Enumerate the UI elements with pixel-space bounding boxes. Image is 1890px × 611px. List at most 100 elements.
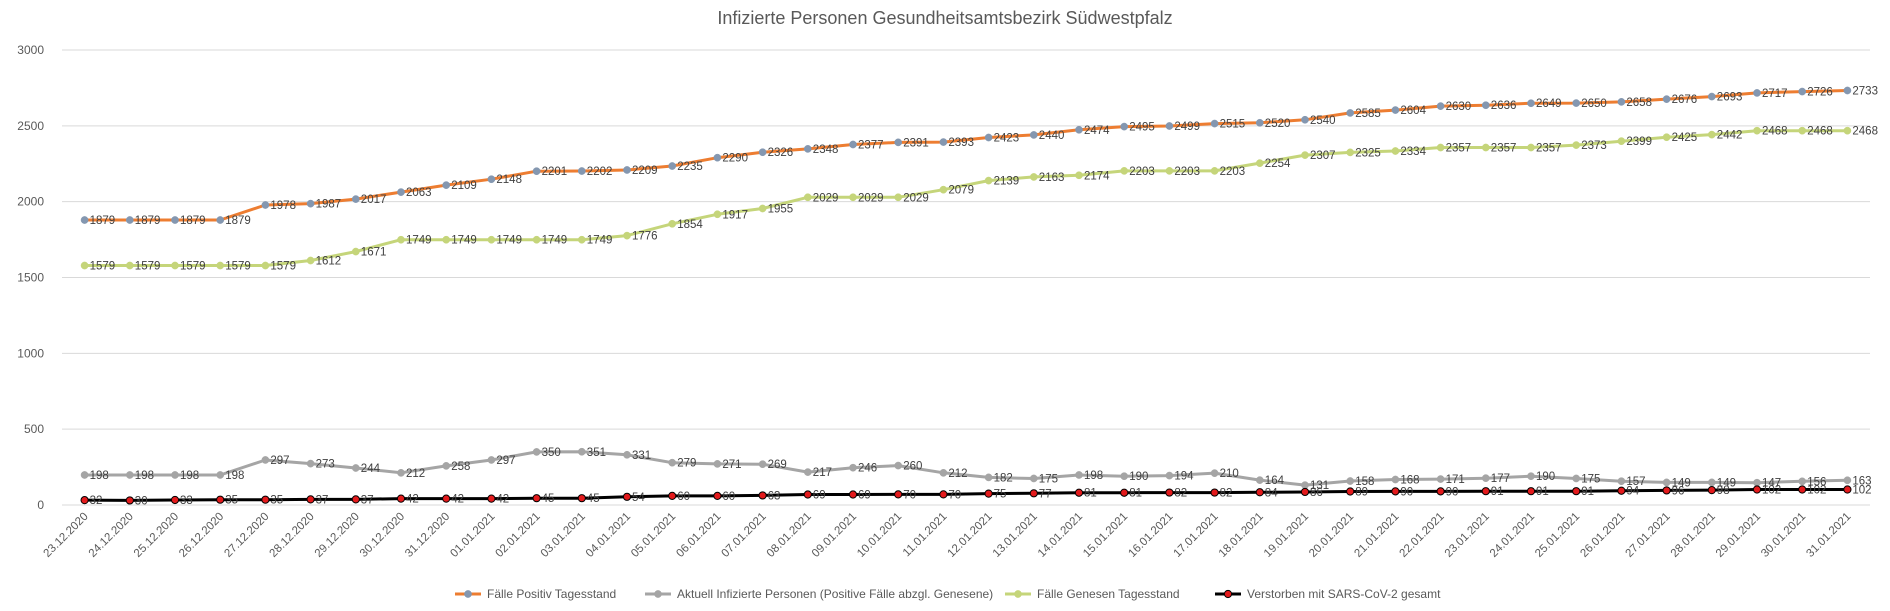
data-label: 82 (1174, 488, 1187, 500)
data-point (306, 199, 315, 208)
x-tick-label: 27.01.2021 (1624, 511, 1673, 560)
data-point (1436, 487, 1445, 496)
data-label: 63 (768, 490, 781, 502)
data-point (1572, 141, 1581, 149)
data-point (1662, 486, 1671, 495)
data-labels: 1879 1879 1879 1879 1978 1987 2017 2063 2109 2148… (90, 85, 1878, 507)
data-label: 96 (1672, 485, 1685, 497)
data-point (984, 176, 993, 185)
x-tick-label: 05.01.2021 (629, 511, 678, 560)
data-label: 81 (1129, 488, 1142, 500)
data-label: 2423 (994, 133, 1020, 145)
data-point (532, 167, 541, 176)
data-point (487, 175, 496, 184)
data-label: 1879 (225, 215, 251, 227)
data-point (577, 167, 586, 175)
data-point (216, 216, 225, 224)
y-axis-ticks: 0 500 1000 1500 2000 2500 3000 (17, 43, 44, 512)
data-point (1753, 478, 1761, 487)
data-label: 2733 (1852, 85, 1878, 97)
data-label: 2148 (496, 174, 522, 186)
data-label: 1749 (496, 235, 522, 247)
data-point (713, 210, 722, 219)
data-label: 1749 (542, 235, 568, 247)
data-label: 198 (180, 470, 199, 482)
data-point (713, 153, 722, 162)
data-label: 1579 (225, 261, 251, 273)
data-label: 198 (1084, 470, 1103, 482)
data-label: 2585 (1355, 108, 1381, 120)
data-point (1210, 469, 1219, 477)
data-point (1707, 486, 1716, 495)
data-label: 2520 (1265, 118, 1291, 130)
y-tick-label: 1000 (17, 346, 44, 360)
data-point (803, 490, 812, 499)
data-point (442, 235, 451, 244)
data-point (1798, 126, 1807, 135)
data-label: 260 (903, 461, 922, 473)
legend-marker (464, 590, 472, 598)
legend-entry: Aktuell Infizierte Personen (Positive Fä… (677, 587, 993, 601)
data-point (939, 138, 948, 146)
data-point (1120, 488, 1129, 497)
data-label: 1854 (677, 219, 703, 231)
x-tick-label: 11.01.2021 (901, 511, 950, 560)
data-label: 2499 (1174, 121, 1200, 133)
x-tick-label: 07.01.2021 (720, 511, 769, 560)
data-point (1120, 167, 1129, 175)
data-point (442, 181, 451, 189)
data-point (848, 490, 858, 499)
x-tick-label: 30.12.2020 (358, 511, 407, 560)
data-label: 1749 (587, 235, 613, 247)
data-label: 1978 (270, 200, 296, 212)
data-point (1075, 125, 1083, 134)
data-point (1527, 99, 1535, 108)
data-label: 1612 (316, 256, 342, 268)
data-point (1391, 106, 1400, 114)
data-point (1210, 119, 1219, 128)
data-label: 60 (677, 491, 690, 503)
data-label: 2029 (813, 192, 839, 204)
data-point (1436, 102, 1445, 110)
data-point (939, 490, 948, 499)
data-label: 60 (722, 491, 735, 503)
data-label: 246 (858, 463, 877, 475)
data-point (1572, 474, 1581, 483)
data-point (1346, 477, 1355, 485)
data-label: 33 (180, 495, 193, 507)
series-lines (84, 89, 1848, 502)
x-tick-label: 29.01.2021 (1714, 511, 1763, 560)
data-label: 2163 (1039, 172, 1065, 184)
data-point (984, 473, 993, 482)
data-point (397, 468, 405, 477)
data-label: 2391 (903, 137, 929, 149)
data-label: 194 (1174, 471, 1194, 483)
data-label: 37 (361, 494, 374, 506)
data-point (1753, 89, 1761, 97)
x-tick-label: 15.01.2021 (1081, 511, 1130, 560)
data-point (125, 261, 134, 270)
data-label: 244 (361, 463, 381, 475)
data-point (849, 193, 857, 202)
data-label: 2468 (1762, 126, 1788, 138)
x-tick-label: 17.01.2021 (1172, 511, 1221, 560)
data-point (1120, 122, 1129, 131)
data-point (80, 496, 89, 505)
data-point (1843, 476, 1852, 485)
data-label: 1987 (316, 199, 342, 211)
data-label: 175 (1039, 473, 1058, 485)
x-tick-label: 22.01.2021 (1398, 511, 1447, 560)
data-label: 2203 (1174, 166, 1200, 178)
data-point (1662, 133, 1671, 142)
data-point (1391, 487, 1400, 496)
data-point (1526, 487, 1536, 496)
data-label: 42 (496, 494, 509, 506)
data-point (668, 219, 677, 228)
data-label: 198 (135, 470, 154, 482)
data-label: 84 (1265, 487, 1278, 499)
data-label: 190 (1129, 471, 1148, 483)
data-label: 2201 (542, 166, 568, 178)
data-point (1572, 99, 1581, 107)
data-label: 2474 (1084, 125, 1110, 137)
data-label: 2377 (858, 139, 884, 151)
